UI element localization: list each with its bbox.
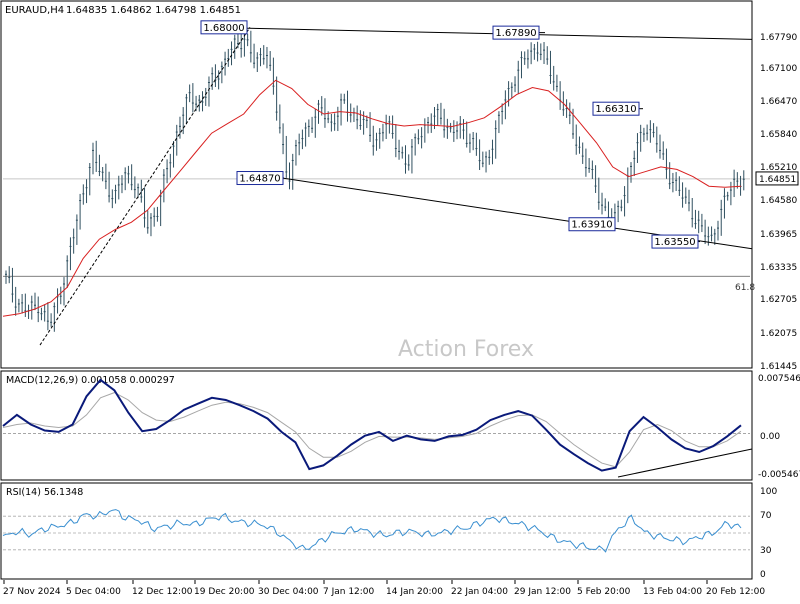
annotation-box (568, 217, 616, 232)
rsi-panel (0, 482, 753, 580)
time-tick-label: 5 Feb 20:00 (577, 587, 631, 597)
macd-title: MACD(12,26,9) 0.001058 0.000297 (6, 375, 175, 386)
macd-tick-label: 0.007546 (758, 374, 800, 384)
price-tick-label: 1.62705 (760, 295, 797, 305)
macd-panel (0, 370, 753, 481)
time-tick-label: 29 Jan 12:00 (514, 587, 571, 597)
watermark: Action Forex (398, 337, 534, 362)
price-tick-label: 1.67790 (760, 33, 797, 43)
annotation-label: 1.63910 (571, 220, 612, 231)
annotation-box (592, 101, 640, 116)
price-tick-label: 1.66470 (760, 97, 797, 107)
annotation-box (200, 20, 248, 35)
time-tick-label: 12 Dec 12:00 (132, 587, 193, 597)
annotation-label: 1.67890 (495, 28, 536, 39)
rsi-title: RSI(14) 56.1348 (6, 487, 83, 498)
annotation-label: 1.68000 (203, 23, 244, 34)
annotation-label: 1.63550 (654, 237, 695, 248)
price-tick-label: 1.67100 (760, 64, 797, 74)
time-tick-label: 13 Feb 04:00 (643, 587, 702, 597)
current-price-label: 1.64851 (759, 175, 796, 185)
annotation-box (651, 234, 699, 249)
moving-average-line (2, 79, 742, 317)
annotation-box (492, 25, 540, 40)
upper-trend-line (204, 26, 753, 40)
time-tick-label: 5 Dec 04:00 (66, 587, 121, 597)
price-tick-label: 1.62075 (760, 329, 797, 339)
rsi-tick-label: 0 (760, 570, 766, 580)
rsi-tick-label: 70 (760, 511, 772, 521)
annotation-label: 1.66310 (595, 104, 636, 115)
price-tick-label: 1.63965 (760, 230, 797, 240)
annotation-label: 1.64870 (239, 174, 280, 185)
rsi-tick-label: 100 (760, 487, 777, 497)
time-tick-label: 27 Nov 2024 (3, 587, 61, 597)
rsi-line (2, 509, 742, 553)
axis-labels: 1.67790 1.67100 1.66470 1.65840 1.65210 1.645… (3, 33, 800, 597)
time-tick-label: 22 Jan 04:00 (451, 587, 508, 597)
price-tick-label: 1.65210 (760, 163, 797, 173)
time-tick-label: 30 Dec 04:00 (258, 587, 319, 597)
macd-trend-line (617, 448, 753, 478)
time-tick-label: 20 Feb 12:00 (706, 587, 765, 597)
annotation-box (236, 171, 284, 186)
symbol-label: EURAUD,H4 (5, 5, 64, 16)
dashed-trend-line (39, 27, 251, 346)
price-marks: 1.68000 1.67890 1.66310 1.64870 1.63910 1.635… (2, 20, 753, 346)
macd-marks (2, 378, 753, 478)
price-tick-label: 1.65840 (760, 130, 797, 140)
ohlc-label: 1.64835 1.64862 1.64798 1.64851 (66, 5, 241, 16)
rsi-marks (2, 509, 750, 553)
price-tick-label: 1.63335 (760, 263, 797, 273)
price-panel (0, 0, 753, 369)
macd-tick-label: -0.005467 (758, 470, 800, 480)
macd-tick-label: 0.00 (760, 432, 780, 442)
rsi-tick-label: 30 (760, 546, 772, 556)
price-tick-label: 1.64580 (760, 196, 797, 206)
fib-label: 61.8 (735, 283, 755, 293)
price-tick-label: 1.61445 (760, 362, 797, 372)
current-price-tag (755, 171, 799, 186)
time-tick-label: 19 Dec 20:00 (194, 587, 255, 597)
time-tick-label: 7 Jan 12:00 (323, 587, 375, 597)
macd-signal-line (2, 392, 742, 468)
macd-line (2, 378, 742, 472)
time-tick-label: 14 Jan 20:00 (386, 587, 443, 597)
